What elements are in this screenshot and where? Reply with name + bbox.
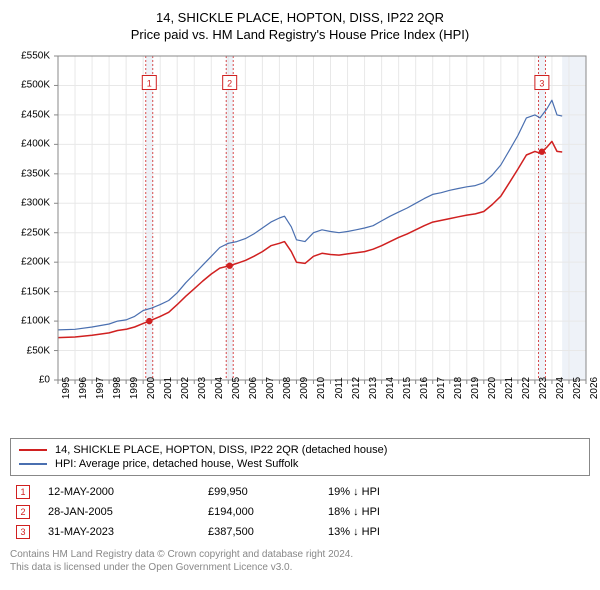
transaction-marker: 1 [16,485,30,499]
y-axis-tick-label: £50K [27,345,50,356]
chart-title: 14, SHICKLE PLACE, HOPTON, DISS, IP22 2Q… [10,10,590,25]
transaction-row: 1 12-MAY-2000£99,95019% ↓ HPI [10,482,590,502]
x-axis-tick-label: 2006 [248,377,259,399]
x-axis-tick-label: 2003 [197,377,208,399]
chart-svg: 1 2 3 [10,50,590,430]
x-axis-tick-label: 1999 [129,377,140,399]
x-axis-tick-label: 2008 [282,377,293,399]
x-axis-tick-label: 2001 [163,377,174,399]
transaction-table: 1 12-MAY-2000£99,95019% ↓ HPI 2 28-JAN-2005… [10,482,590,542]
y-axis-tick-label: £100K [21,316,50,327]
x-axis-tick-label: 2014 [385,377,396,399]
chart-plot-area: 1 2 3 £0 £50K £100K £150K £200K £250K £300K £350K… [10,50,590,430]
x-axis-tick-label: 1997 [95,377,106,399]
y-axis-tick-label: £450K [21,109,50,120]
transaction-row: 2 28-JAN-2005£194,00018% ↓ HPI [10,502,590,522]
x-axis-tick-label: 1995 [61,377,72,399]
footnote-line: This data is licensed under the Open Gov… [10,561,590,574]
x-axis-tick-label: 2016 [419,377,430,399]
y-axis-tick-label: £150K [21,286,50,297]
x-axis-tick-label: 2022 [521,377,532,399]
chart-container: 14, SHICKLE PLACE, HOPTON, DISS, IP22 2Q… [0,0,600,584]
transaction-delta: 19% ↓ HPI [328,486,448,498]
y-axis-tick-label: £500K [21,80,50,91]
x-axis-tick-label: 2007 [265,377,276,399]
transaction-delta: 13% ↓ HPI [328,526,448,538]
x-axis-tick-label: 2020 [487,377,498,399]
legend-swatch [19,449,47,451]
transaction-price: £99,950 [208,486,328,498]
legend-item: HPI: Average price, detached house, West… [19,457,581,471]
legend-item: 14, SHICKLE PLACE, HOPTON, DISS, IP22 2Q… [19,443,581,457]
transaction-price: £387,500 [208,526,328,538]
svg-text:1: 1 [147,79,152,89]
x-axis-tick-label: 2002 [180,377,191,399]
x-axis-tick-label: 2015 [402,377,413,399]
legend-label: 14, SHICKLE PLACE, HOPTON, DISS, IP22 2Q… [55,444,387,456]
x-axis-tick-label: 2026 [589,377,600,399]
x-axis-tick-label: 2009 [299,377,310,399]
svg-text:3: 3 [539,79,544,89]
legend: 14, SHICKLE PLACE, HOPTON, DISS, IP22 2Q… [10,438,590,476]
x-axis-tick-label: 2024 [555,377,566,399]
x-axis-tick-label: 2004 [214,377,225,399]
x-axis-tick-label: 2025 [572,377,583,399]
y-axis-tick-label: £0 [39,375,50,386]
y-axis-tick-label: £250K [21,227,50,238]
x-axis-tick-label: 1998 [112,377,123,399]
x-axis-tick-label: 2011 [334,377,345,399]
x-axis-tick-label: 2012 [351,377,362,399]
y-axis-tick-label: £300K [21,198,50,209]
y-axis-tick-label: £350K [21,168,50,179]
transaction-date: 28-JAN-2005 [48,506,208,518]
y-axis-tick-label: £200K [21,257,50,268]
x-axis-tick-label: 2013 [368,377,379,399]
y-axis-tick-label: £550K [21,51,50,62]
transaction-delta: 18% ↓ HPI [328,506,448,518]
legend-label: HPI: Average price, detached house, West… [55,458,298,470]
transaction-row: 3 31-MAY-2023£387,50013% ↓ HPI [10,522,590,542]
x-axis-tick-label: 1996 [78,377,89,399]
legend-swatch [19,463,47,464]
transaction-price: £194,000 [208,506,328,518]
chart-subtitle: Price paid vs. HM Land Registry's House … [10,27,590,42]
x-axis-tick-label: 2018 [453,377,464,399]
footnote: Contains HM Land Registry data © Crown c… [10,548,590,574]
x-axis-tick-label: 2000 [146,377,157,399]
y-axis-tick-label: £400K [21,139,50,150]
footnote-line: Contains HM Land Registry data © Crown c… [10,548,590,561]
x-axis-tick-label: 2023 [538,377,549,399]
x-axis-tick-label: 2019 [470,377,481,399]
x-axis-tick-label: 2021 [504,377,515,399]
x-axis-tick-label: 2017 [436,377,447,399]
transaction-marker: 2 [16,505,30,519]
x-axis-tick-label: 2010 [316,377,327,399]
svg-text:2: 2 [227,79,232,89]
transaction-marker: 3 [16,525,30,539]
transaction-date: 12-MAY-2000 [48,486,208,498]
transaction-date: 31-MAY-2023 [48,526,208,538]
x-axis-tick-label: 2005 [231,377,242,399]
